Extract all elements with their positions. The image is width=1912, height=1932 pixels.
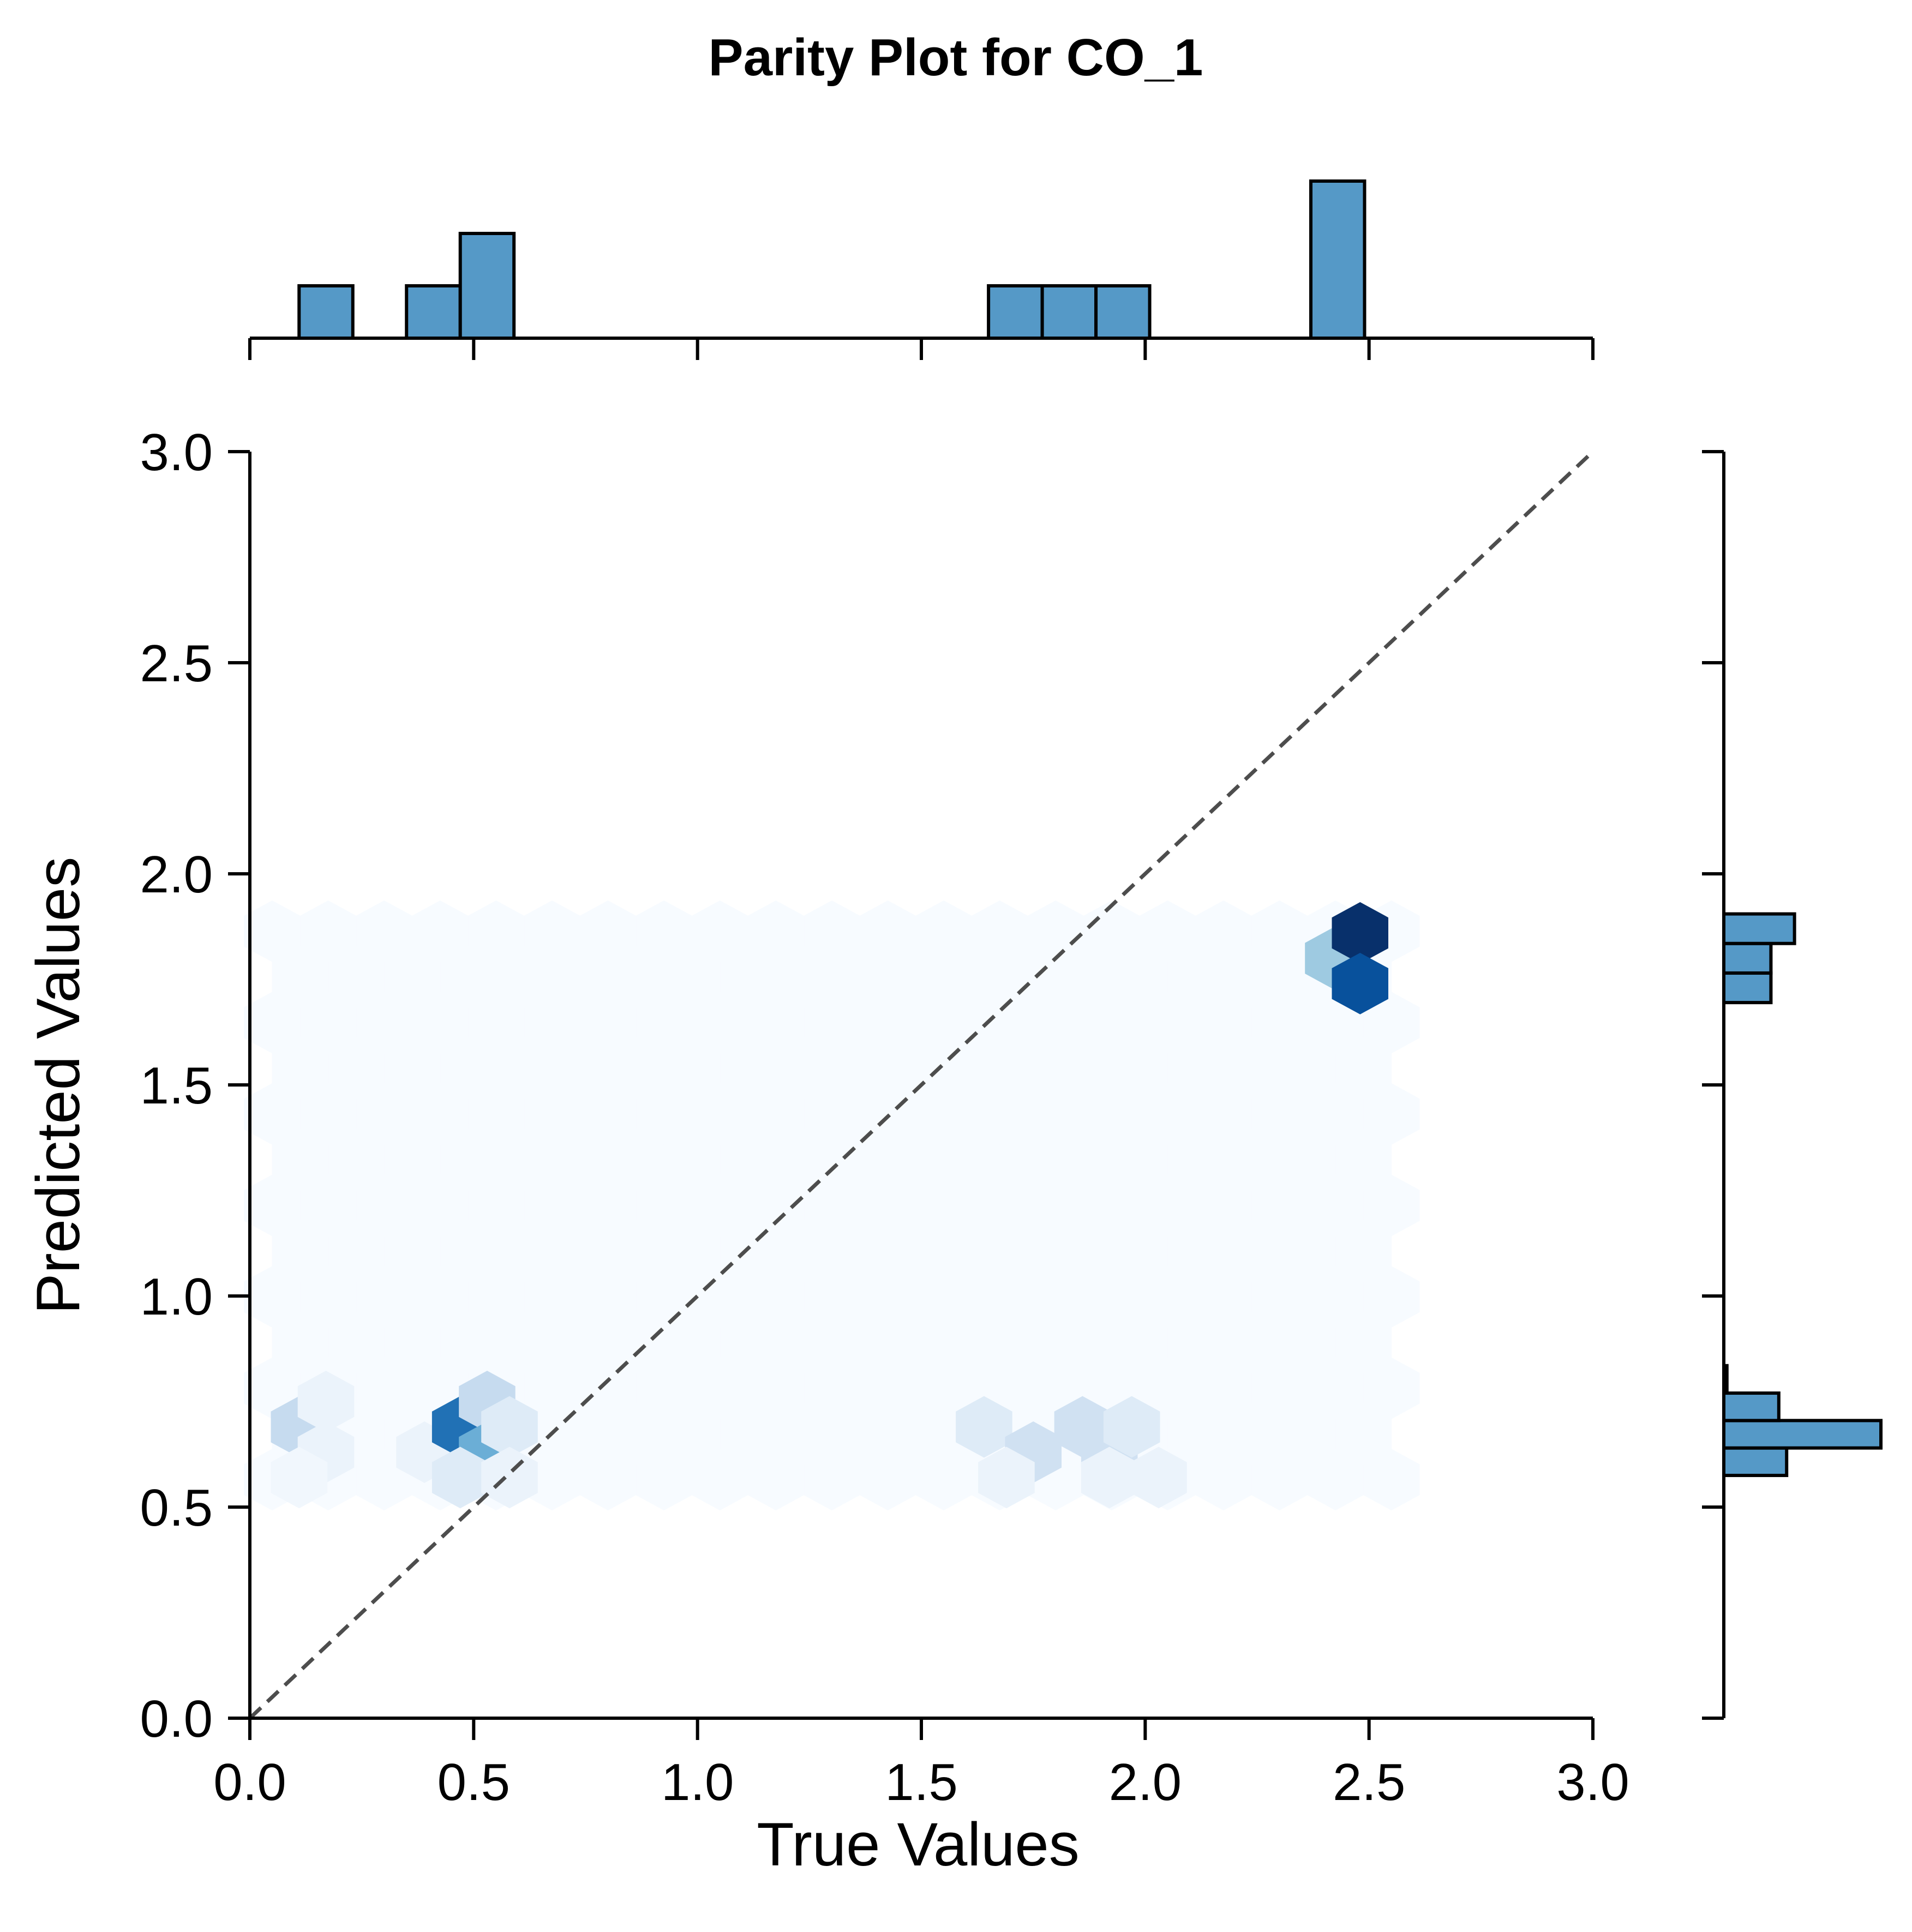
hex-cell-empty xyxy=(1335,1403,1392,1465)
top-histogram-bar xyxy=(297,284,355,340)
right-histogram-bar xyxy=(1722,971,1773,1005)
x-tick-label: 0.5 xyxy=(437,1753,510,1811)
hex-cell-empty xyxy=(1335,1129,1392,1191)
right-histogram-bar xyxy=(1722,912,1796,945)
right-histogram-bar xyxy=(1722,941,1773,975)
y-tick-label: 1.0 xyxy=(140,1268,213,1326)
hex-cell-empty xyxy=(1335,1311,1392,1373)
top-marginal-histogram xyxy=(248,179,1595,360)
x-axis-label: True Values xyxy=(757,1810,1079,1879)
hex-cell xyxy=(271,1447,328,1509)
hex-cell xyxy=(1130,1447,1187,1509)
right-histogram-bar xyxy=(1722,1446,1789,1477)
x-tick-label: 0.0 xyxy=(213,1753,286,1811)
hex-cell-empty xyxy=(1335,1037,1392,1100)
x-tick-label: 1.0 xyxy=(661,1753,734,1811)
parity-reference-line xyxy=(248,450,1595,1720)
x-tick-label: 3.0 xyxy=(1556,1753,1629,1811)
reference-line-layer xyxy=(248,450,1595,1720)
top-histogram-bar xyxy=(458,232,516,340)
hexbin-layer xyxy=(244,900,1420,1511)
top-histogram-bar xyxy=(1040,284,1098,340)
x-tick-label: 2.5 xyxy=(1333,1753,1405,1811)
chart-title: Parity Plot for CO_1 xyxy=(709,28,1203,87)
y-tick-label: 1.5 xyxy=(140,1057,213,1115)
top-histogram-bar xyxy=(987,284,1044,340)
right-histogram-bar xyxy=(1722,1391,1781,1423)
y-tick-label: 0.0 xyxy=(140,1690,213,1748)
hex-cell xyxy=(956,1396,1012,1458)
hex-cell xyxy=(1332,952,1388,1015)
hex-cell xyxy=(978,1447,1035,1509)
x-tick-label: 1.5 xyxy=(885,1753,957,1811)
x-tick-label: 2.0 xyxy=(1109,1753,1182,1811)
top-histogram-bar xyxy=(405,284,462,340)
right-marginal-histogram xyxy=(1702,450,1883,1720)
y-tick-label: 0.5 xyxy=(140,1479,213,1537)
axes-layer: 0.00.0 0.5 0.5 1.0 1.0 1.5 1.5 2.0 2.0 2.5 2.5 3.0 3… xyxy=(140,423,1629,1811)
top-histogram-bar xyxy=(1094,284,1152,340)
right-histogram-bar xyxy=(1722,1419,1883,1450)
y-axis-label: Predicted Values xyxy=(24,857,92,1314)
y-tick-label: 2.0 xyxy=(140,845,213,904)
y-tick-label: 2.5 xyxy=(140,634,213,693)
hex-cell-empty xyxy=(1335,1220,1392,1282)
top-histogram-bar xyxy=(1309,179,1366,340)
hex-cell xyxy=(1103,1396,1160,1458)
y-tick-label: 3.0 xyxy=(140,423,213,482)
